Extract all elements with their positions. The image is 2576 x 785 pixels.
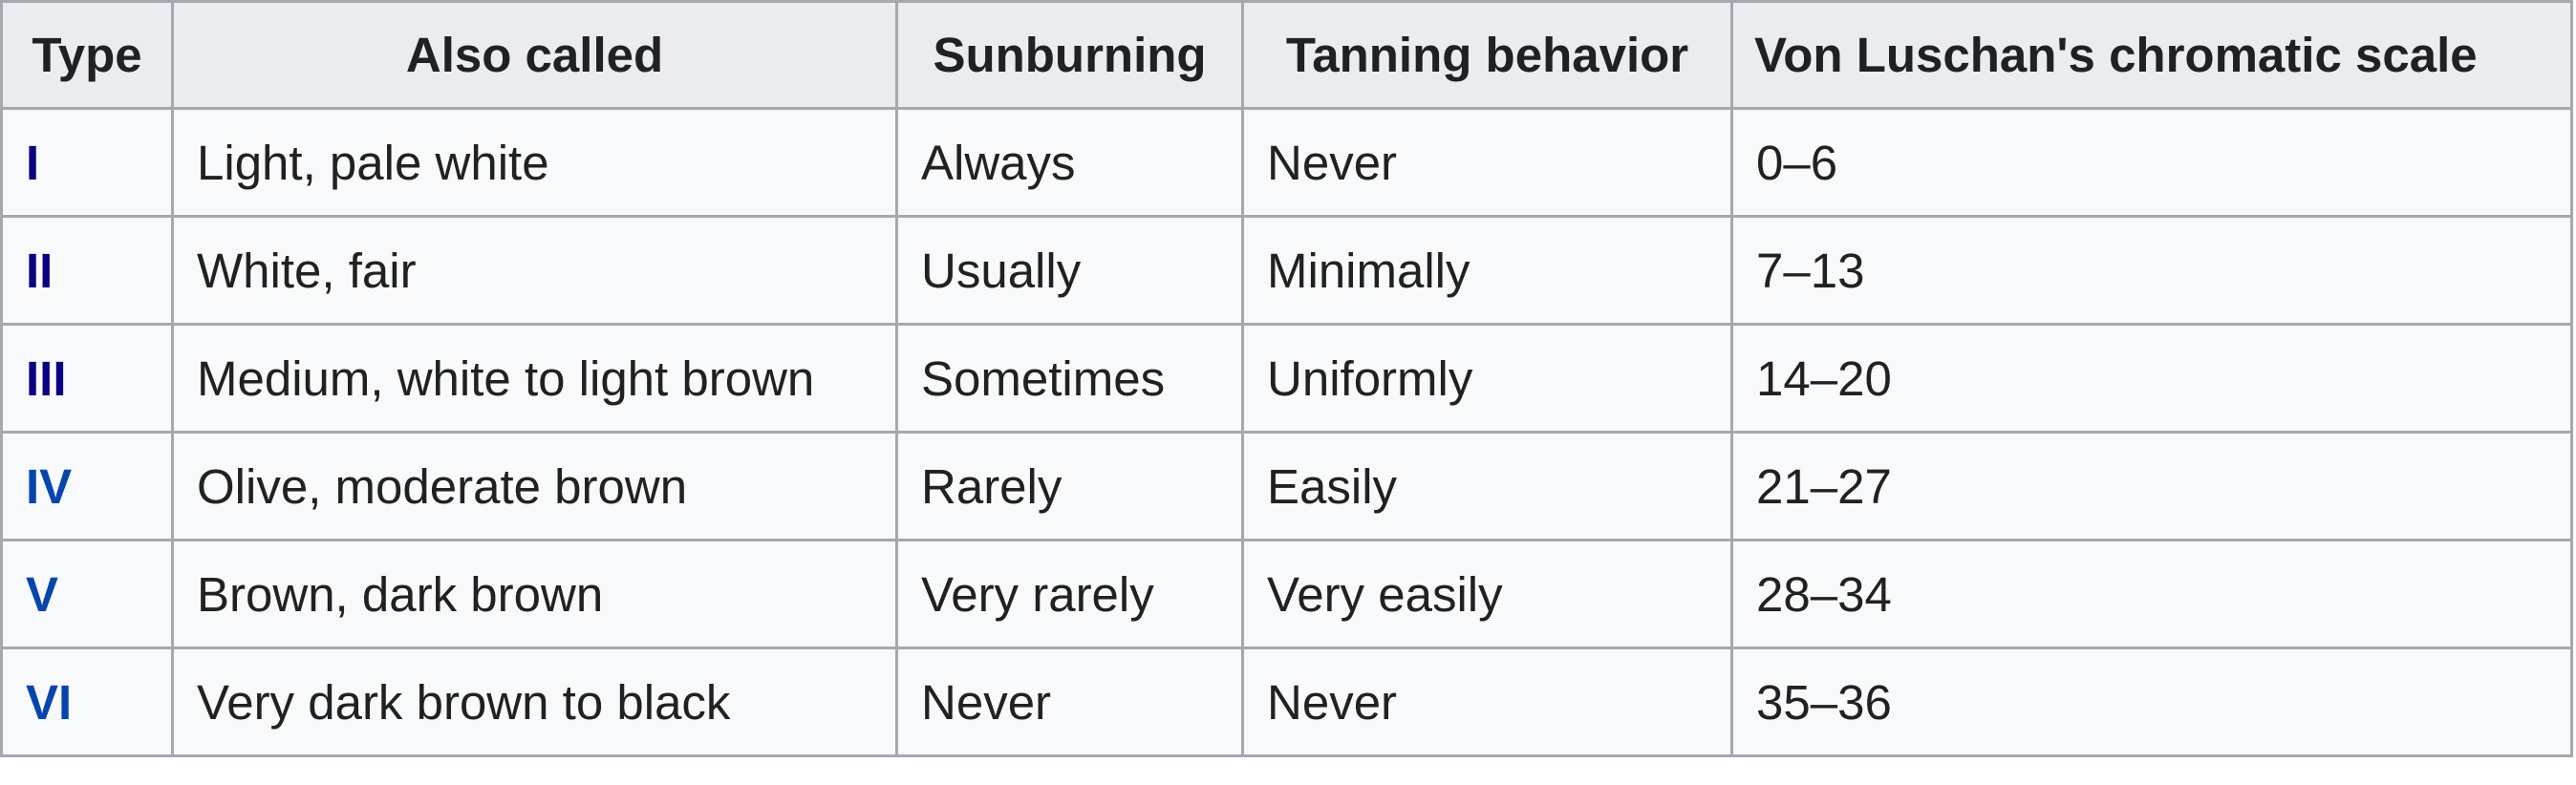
header-type: Type [0,0,174,110]
table-row: I Light, pale white Always Never 0–6 [0,107,2573,218]
sunburning-cell: Usually [895,215,1244,326]
tanning-behavior-cell: Never [1241,647,1733,757]
type-cell: II [0,215,174,326]
type-cell: IV [0,431,174,541]
type-link[interactable]: I [26,135,40,190]
type-link[interactable]: II [26,243,54,298]
header-tanning-behavior: Tanning behavior [1241,0,1733,110]
type-link[interactable]: IV [26,458,73,514]
table-row: V Brown, dark brown Very rarely Very easily… [0,539,2573,649]
header-von-luschan-scale: Von Luschan's chromatic scale [1730,0,2573,110]
table-row: II White, fair Usually Minimally 7–13 [0,215,2573,326]
type-link[interactable]: III [26,350,67,406]
header-row: Type Also called Sunburning Tanning beha… [0,0,2573,110]
type-cell: V [0,539,174,649]
table-body: I Light, pale white Always Never 0–6 II White,… [0,107,2573,757]
tanning-behavior-cell: Uniformly [1241,323,1733,434]
type-link[interactable]: VI [26,674,73,730]
also-called-cell: Medium, white to light brown [171,323,898,434]
also-called-cell: Very dark brown to black [171,647,898,757]
fitzpatrick-scale-table: Type Also called Sunburning Tanning beha… [0,0,2573,757]
header-also-called: Also called [171,0,898,110]
von-luschan-cell: 28–34 [1730,539,2573,649]
also-called-cell: White, fair [171,215,898,326]
von-luschan-cell: 14–20 [1730,323,2573,434]
von-luschan-cell: 21–27 [1730,431,2573,541]
type-cell: VI [0,647,174,757]
table-row: VI Very dark brown to black Never Never 35–3… [0,647,2573,757]
header-sunburning: Sunburning [895,0,1244,110]
von-luschan-cell: 0–6 [1730,107,2573,218]
tanning-behavior-cell: Never [1241,107,1733,218]
tanning-behavior-cell: Easily [1241,431,1733,541]
sunburning-cell: Rarely [895,431,1244,541]
also-called-cell: Brown, dark brown [171,539,898,649]
table-row: III Medium, white to light brown Sometimes… [0,323,2573,434]
table-row: IV Olive, moderate brown Rarely Easily 21–27 [0,431,2573,541]
also-called-cell: Olive, moderate brown [171,431,898,541]
sunburning-cell: Always [895,107,1244,218]
sunburning-cell: Very rarely [895,539,1244,649]
sunburning-cell: Sometimes [895,323,1244,434]
tanning-behavior-cell: Very easily [1241,539,1733,649]
type-link[interactable]: V [26,566,59,622]
tanning-behavior-cell: Minimally [1241,215,1733,326]
von-luschan-cell: 35–36 [1730,647,2573,757]
type-cell: I [0,107,174,218]
also-called-cell: Light, pale white [171,107,898,218]
von-luschan-cell: 7–13 [1730,215,2573,326]
sunburning-cell: Never [895,647,1244,757]
type-cell: III [0,323,174,434]
